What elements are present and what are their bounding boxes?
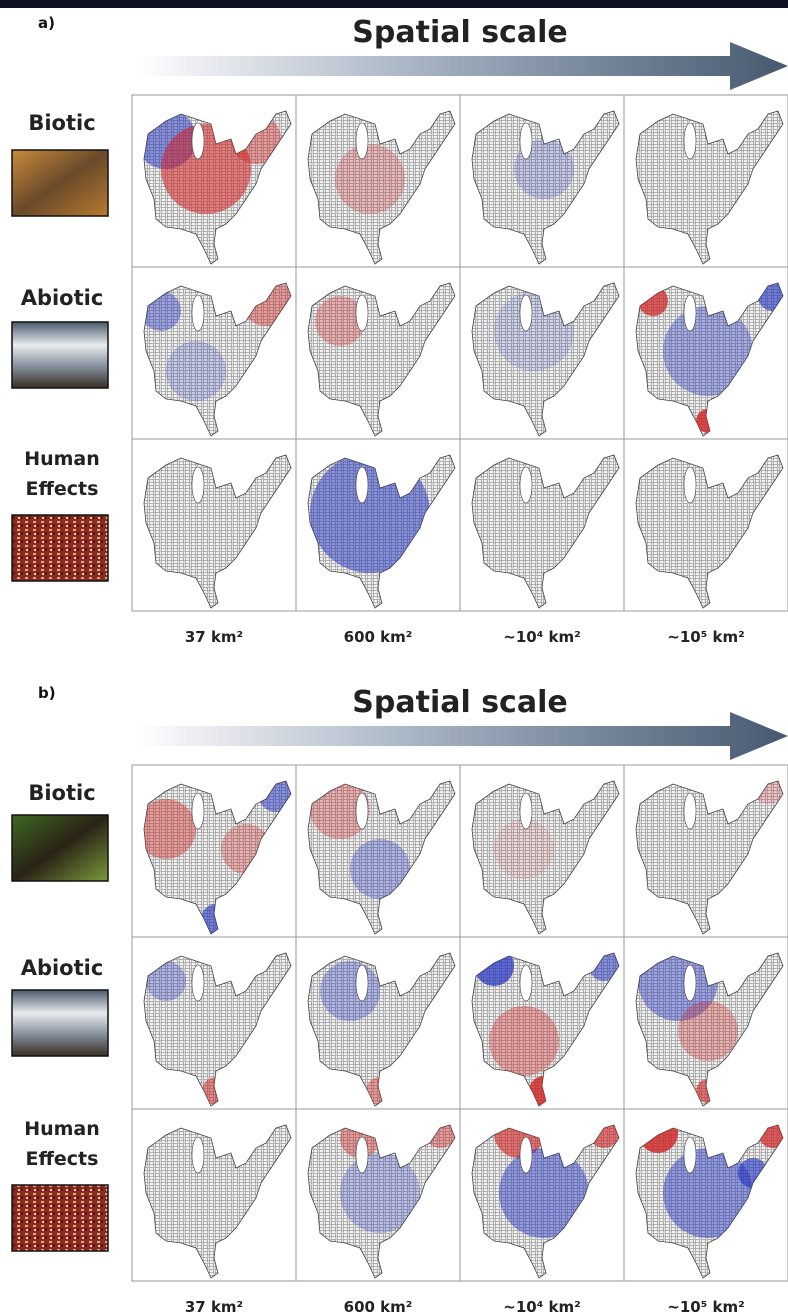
map-tint bbox=[678, 1001, 738, 1061]
lake bbox=[356, 123, 368, 159]
lake bbox=[192, 793, 204, 829]
row-photo bbox=[12, 815, 108, 881]
lake bbox=[520, 467, 532, 503]
scale-label: ~10⁴ km² bbox=[503, 1298, 580, 1315]
lake bbox=[684, 965, 696, 1001]
lake bbox=[192, 965, 204, 1001]
row-label: Biotic bbox=[28, 781, 95, 805]
scale-label: 600 km² bbox=[344, 1298, 413, 1315]
lake bbox=[520, 295, 532, 331]
lake bbox=[356, 965, 368, 1001]
lake bbox=[192, 123, 204, 159]
lake bbox=[356, 1137, 368, 1173]
lake bbox=[520, 1137, 532, 1173]
lake bbox=[520, 793, 532, 829]
panel-title: Spatial scale bbox=[352, 685, 567, 720]
figure: a) Spatial scale Biotic Abiotic HumanEffects… bbox=[0, 0, 788, 1315]
panel-label: b) bbox=[38, 684, 56, 702]
scale-label: 37 km² bbox=[185, 1298, 243, 1315]
lake bbox=[684, 793, 696, 829]
lake bbox=[356, 467, 368, 503]
scale-label: ~10⁵ km² bbox=[667, 1298, 744, 1315]
lake bbox=[192, 1137, 204, 1173]
panel-label: a) bbox=[38, 14, 55, 32]
lake bbox=[684, 123, 696, 159]
map-tint bbox=[489, 1006, 559, 1076]
row-label: Abiotic bbox=[21, 286, 104, 310]
row-label: Biotic bbox=[28, 111, 95, 135]
scale-label: ~10⁴ km² bbox=[503, 628, 580, 646]
lake bbox=[192, 295, 204, 331]
row-photo bbox=[12, 515, 108, 581]
map-tints bbox=[335, 144, 405, 214]
panel-title: Spatial scale bbox=[352, 15, 567, 50]
lake bbox=[684, 1137, 696, 1173]
lake bbox=[356, 295, 368, 331]
row-photo bbox=[12, 322, 108, 388]
row-photo bbox=[12, 990, 108, 1056]
row-label: Abiotic bbox=[21, 956, 104, 980]
row-photo bbox=[12, 1185, 108, 1251]
scale-label: 37 km² bbox=[185, 628, 243, 646]
lake bbox=[684, 467, 696, 503]
lake bbox=[684, 295, 696, 331]
map-tint bbox=[335, 144, 405, 214]
lake bbox=[520, 123, 532, 159]
scale-label: 600 km² bbox=[344, 628, 413, 646]
scale-label: ~10⁵ km² bbox=[667, 628, 744, 646]
lake bbox=[520, 965, 532, 1001]
map-tint bbox=[320, 961, 380, 1021]
top-bar bbox=[0, 0, 788, 8]
map-tint bbox=[166, 341, 226, 401]
row-photo bbox=[12, 150, 108, 216]
lake bbox=[192, 467, 204, 503]
lake bbox=[356, 793, 368, 829]
